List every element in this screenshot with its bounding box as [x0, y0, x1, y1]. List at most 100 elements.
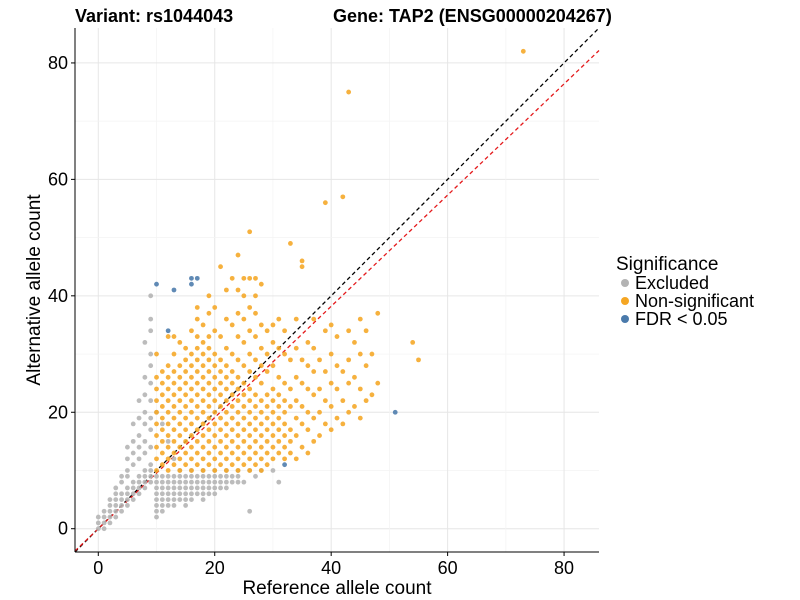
- point-non-significant: [159, 462, 165, 468]
- point-excluded: [95, 514, 101, 520]
- point-excluded: [142, 374, 148, 380]
- point-excluded: [171, 479, 177, 485]
- point-non-significant: [299, 421, 305, 427]
- point-non-significant: [229, 369, 235, 374]
- point-excluded: [119, 473, 124, 479]
- point-non-significant: [357, 351, 363, 357]
- point-non-significant: [206, 310, 212, 316]
- point-non-significant: [165, 386, 171, 392]
- point-non-significant: [177, 386, 183, 392]
- point-excluded: [159, 485, 165, 491]
- point-non-significant: [206, 334, 212, 339]
- point-non-significant: [177, 468, 183, 473]
- point-fdr-0-05: [165, 328, 171, 334]
- point-non-significant: [200, 468, 206, 473]
- point-non-significant: [328, 351, 334, 357]
- point-non-significant: [258, 444, 264, 450]
- y-tick-label: 80: [48, 53, 68, 73]
- point-non-significant: [212, 363, 218, 369]
- point-non-significant: [206, 357, 212, 363]
- point-non-significant: [352, 404, 357, 409]
- point-excluded: [223, 485, 229, 491]
- point-excluded: [142, 468, 148, 473]
- point-non-significant: [264, 351, 270, 357]
- point-excluded: [154, 503, 159, 508]
- point-non-significant: [282, 351, 287, 357]
- point-non-significant: [369, 392, 375, 398]
- point-excluded: [142, 473, 148, 479]
- point-non-significant: [212, 398, 218, 404]
- point-excluded: [130, 450, 136, 456]
- reference-lines: [74, 27, 600, 553]
- point-excluded: [130, 497, 136, 502]
- point-non-significant: [171, 450, 177, 456]
- point-excluded: [206, 479, 212, 485]
- point-non-significant: [189, 386, 194, 392]
- point-non-significant: [270, 433, 276, 438]
- point-non-significant: [212, 374, 218, 380]
- point-excluded: [113, 485, 119, 491]
- point-non-significant: [177, 433, 183, 438]
- point-non-significant: [212, 456, 218, 462]
- point-excluded: [119, 479, 124, 485]
- point-non-significant: [276, 316, 282, 322]
- point-excluded: [165, 473, 171, 479]
- point-excluded: [136, 485, 142, 491]
- point-non-significant: [223, 374, 229, 380]
- point-excluded: [130, 421, 136, 427]
- point-non-significant: [322, 200, 328, 206]
- point-excluded: [142, 479, 148, 485]
- point-non-significant: [299, 258, 305, 264]
- point-non-significant: [311, 369, 317, 374]
- point-non-significant: [206, 404, 212, 409]
- point-non-significant: [270, 363, 276, 369]
- point-non-significant: [235, 456, 241, 462]
- point-non-significant: [223, 345, 229, 351]
- point-excluded: [200, 491, 206, 497]
- point-non-significant: [357, 415, 363, 421]
- point-excluded: [136, 398, 142, 404]
- point-non-significant: [258, 468, 264, 473]
- point-non-significant: [189, 433, 194, 438]
- point-non-significant: [282, 456, 287, 462]
- point-non-significant: [264, 427, 270, 433]
- point-non-significant: [270, 386, 276, 392]
- point-non-significant: [241, 427, 247, 433]
- point-non-significant: [206, 369, 212, 374]
- point-non-significant: [194, 450, 200, 456]
- fitted-reference-line: [74, 50, 600, 552]
- point-excluded: [159, 508, 165, 514]
- point-non-significant: [369, 351, 375, 357]
- point-non-significant: [264, 462, 270, 468]
- point-excluded: [148, 444, 154, 450]
- point-fdr-0-05: [171, 287, 177, 293]
- point-non-significant: [328, 380, 334, 386]
- point-excluded: [125, 456, 130, 462]
- point-non-significant: [253, 374, 258, 380]
- point-non-significant: [288, 450, 293, 456]
- point-non-significant: [247, 369, 253, 374]
- point-non-significant: [241, 450, 247, 456]
- point-non-significant: [270, 340, 276, 345]
- point-excluded: [159, 503, 165, 508]
- point-excluded: [107, 503, 113, 508]
- point-excluded: [119, 491, 124, 497]
- point-excluded: [183, 491, 189, 497]
- point-non-significant: [194, 415, 200, 421]
- point-non-significant: [410, 340, 416, 345]
- point-non-significant: [229, 380, 235, 386]
- point-excluded: [218, 485, 223, 491]
- point-non-significant: [159, 415, 165, 421]
- point-non-significant: [305, 427, 311, 433]
- point-non-significant: [206, 462, 212, 468]
- point-excluded: [212, 473, 218, 479]
- legend-label: FDR < 0.05: [635, 309, 728, 329]
- point-fdr-0-05: [282, 462, 287, 468]
- point-non-significant: [241, 415, 247, 421]
- point-excluded: [119, 497, 124, 502]
- point-non-significant: [223, 316, 229, 322]
- point-non-significant: [171, 392, 177, 398]
- point-non-significant: [159, 380, 165, 386]
- point-excluded: [183, 473, 189, 479]
- point-excluded: [177, 491, 183, 497]
